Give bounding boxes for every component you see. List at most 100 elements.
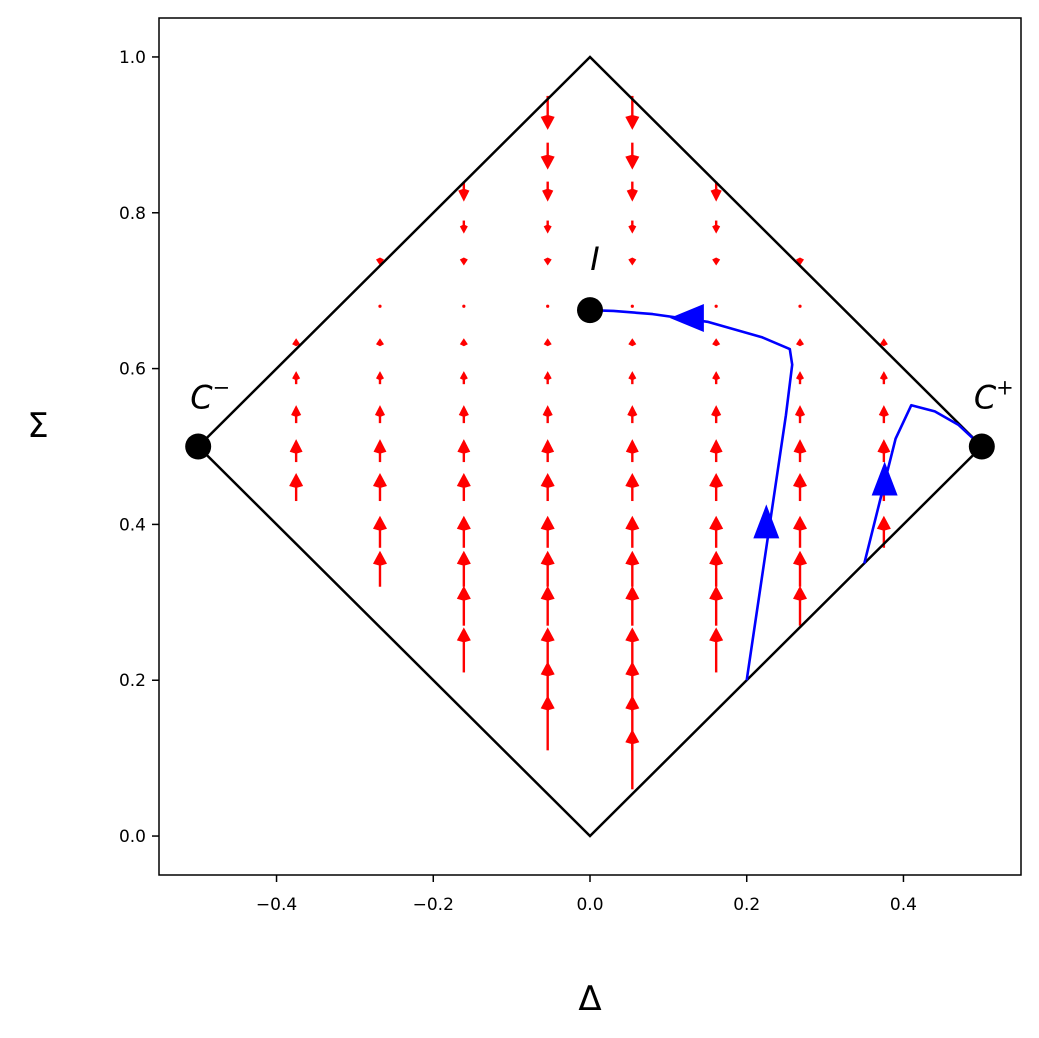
trajectory-arrowhead — [753, 504, 780, 539]
y-tick-label: 1.0 — [119, 48, 146, 68]
field-arrow — [793, 439, 807, 463]
y-tick-label: 0.0 — [119, 827, 146, 847]
field-arrow — [540, 550, 555, 587]
fixed-point-sup-C-: − — [213, 376, 231, 400]
field-arrow — [459, 338, 468, 347]
field-arrow — [627, 405, 638, 424]
field-arrow — [456, 627, 471, 673]
field-arrow — [628, 220, 637, 234]
trajectory-2 — [863, 403, 983, 564]
fixed-point-C- — [185, 433, 212, 460]
field-arrow — [374, 405, 386, 424]
field-arrow — [462, 304, 466, 308]
field-arrow — [879, 338, 888, 347]
fixed-point-I — [577, 297, 603, 324]
field-arrow — [458, 405, 469, 424]
field-arrow — [373, 439, 387, 463]
y-tick-label: 0.4 — [119, 515, 146, 535]
field-arrow — [292, 371, 301, 385]
field-arrow — [793, 585, 808, 626]
field-arrow — [712, 371, 721, 385]
y-tick-label: 0.8 — [119, 204, 146, 224]
field-arrow — [878, 405, 889, 424]
fixed-point-label-I: I — [590, 240, 599, 278]
field-arrow — [459, 371, 468, 385]
field-arrow — [540, 142, 555, 170]
field-arrow — [796, 371, 805, 385]
field-arrow — [712, 257, 721, 266]
field-arrow — [625, 95, 640, 130]
field-arrow — [709, 585, 724, 626]
field-arrow — [542, 405, 553, 424]
x-tick-label: 0.0 — [576, 895, 603, 915]
field-arrow — [543, 338, 552, 347]
field-arrow — [625, 473, 640, 502]
field-arrow — [626, 181, 638, 202]
field-arrow — [709, 627, 724, 673]
field-arrow — [459, 257, 468, 266]
field-arrow — [877, 439, 891, 463]
field-arrow — [372, 473, 387, 502]
fixed-point-label-C-: C− — [190, 376, 230, 417]
field-arrow — [796, 338, 805, 347]
state-space-boundary — [196, 55, 984, 838]
field-arrow — [378, 304, 382, 308]
fixed-point-sup-C+: + — [996, 376, 1014, 400]
field-arrow — [372, 515, 387, 548]
field-arrow — [793, 550, 808, 587]
field-arrow — [541, 439, 555, 463]
field-arrow — [712, 220, 721, 234]
x-tick-label: −0.4 — [256, 895, 297, 915]
field-arrow — [714, 304, 718, 308]
x-axis-label: Δ — [578, 979, 601, 1019]
field-arrow — [291, 405, 302, 424]
field-arrow — [543, 257, 552, 266]
field-arrow — [543, 371, 552, 385]
field-arrow — [456, 473, 471, 502]
field-arrow — [459, 220, 468, 234]
field-arrow — [375, 371, 384, 385]
field-arrow — [540, 627, 555, 673]
field-arrow — [540, 585, 555, 626]
field-arrow — [546, 304, 550, 308]
y-tick-label: 0.2 — [119, 671, 146, 691]
field-arrow — [542, 181, 554, 202]
field-arrow — [630, 304, 634, 308]
field-arrow — [375, 338, 384, 347]
field-arrow — [625, 142, 640, 170]
x-tick-label: 0.4 — [890, 895, 917, 915]
field-arrow — [709, 439, 723, 463]
field-arrow — [879, 371, 888, 385]
x-tick-label: −0.2 — [413, 895, 454, 915]
field-arrow — [709, 550, 724, 587]
field-arrow — [798, 304, 802, 308]
field-arrow — [543, 220, 552, 234]
field-arrow — [457, 439, 471, 463]
field-arrow — [625, 515, 640, 548]
field-arrow — [625, 550, 640, 587]
field-arrow — [540, 473, 555, 502]
field-arrow — [796, 257, 805, 266]
field-arrow — [628, 338, 637, 347]
field-arrow — [540, 95, 555, 130]
field-arrow — [709, 473, 724, 502]
field-arrow — [456, 585, 471, 626]
trajectories — [589, 303, 983, 681]
field-arrow — [628, 371, 637, 385]
field-arrow — [289, 439, 303, 463]
field-arrow — [625, 439, 639, 463]
field-arrow — [375, 257, 384, 266]
plot-frame — [158, 17, 1022, 876]
fixed-point-C+ — [968, 433, 995, 460]
field-arrow — [456, 550, 471, 587]
y-axis-label: Σ — [27, 406, 48, 446]
field-arrow — [793, 473, 808, 502]
y-axis-ticks: 0.0 0.2 0.4 0.6 0.8 1.0 — [119, 48, 159, 847]
vector-field — [289, 95, 891, 790]
field-arrow — [794, 405, 806, 424]
trajectory-1 — [589, 303, 794, 681]
field-arrow — [289, 473, 304, 502]
field-arrow — [540, 515, 555, 548]
field-arrow — [456, 515, 471, 548]
